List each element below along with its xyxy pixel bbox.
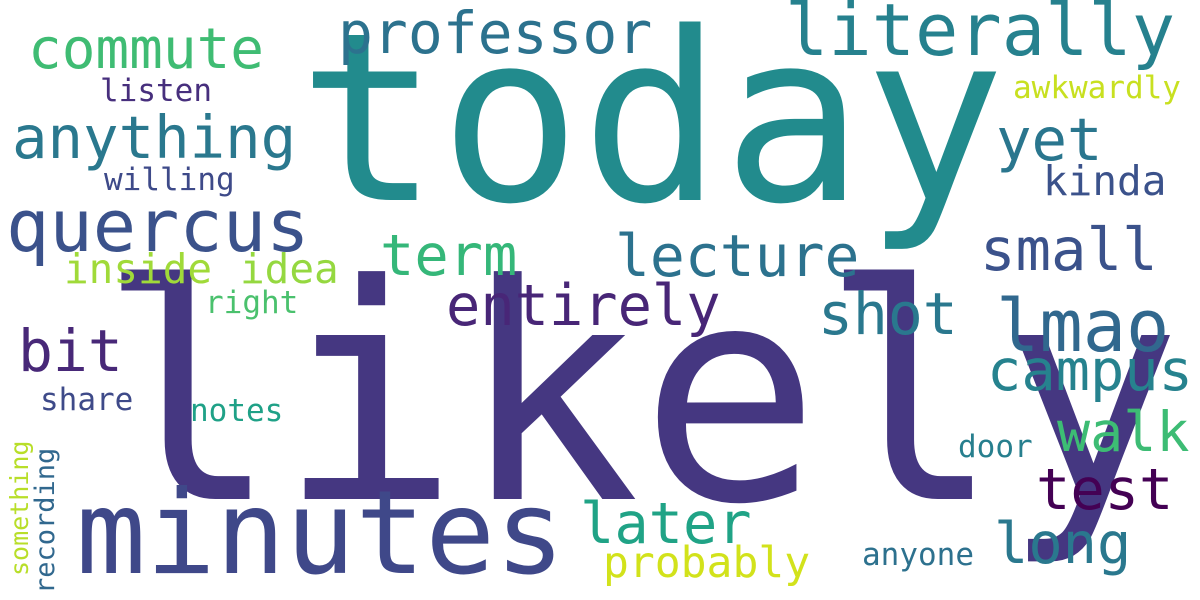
word-professor: professor xyxy=(338,0,653,67)
word-walk: walk xyxy=(1057,400,1190,464)
word-campus: campus xyxy=(987,338,1193,404)
word-bit: bit xyxy=(18,317,123,385)
word-lecture: lecture xyxy=(615,222,860,290)
word-commute: commute xyxy=(28,17,265,82)
word-kinda: kinda xyxy=(1043,157,1167,205)
word-something: something xyxy=(5,440,34,576)
word-yet: yet xyxy=(996,105,1103,174)
word-idea: idea xyxy=(240,245,339,293)
word-entirely: entirely xyxy=(446,273,721,339)
word-willing: willing xyxy=(104,162,235,198)
word-small: small xyxy=(980,215,1158,284)
word-lmao: lmao xyxy=(996,284,1170,368)
word-inside: inside xyxy=(64,245,213,293)
word-today: today xyxy=(298,0,1006,256)
word-long: long xyxy=(994,511,1132,577)
word-share: share xyxy=(40,382,134,418)
word-door: door xyxy=(958,429,1033,465)
word-listen: listen xyxy=(100,73,212,109)
word-anyone: anyone xyxy=(862,537,974,573)
word-term: term xyxy=(380,223,518,289)
word-minutes: minutes xyxy=(76,466,565,600)
word-later: later xyxy=(580,491,752,557)
word-likely: likely xyxy=(98,221,1182,570)
word-literally: literally xyxy=(785,0,1176,72)
word-anything: anything xyxy=(12,103,297,172)
word-probably: probably xyxy=(603,538,811,588)
word-quercus: quercus xyxy=(6,184,310,268)
word-right: right xyxy=(205,285,299,321)
word-notes: notes xyxy=(190,393,284,429)
word-recording: recording xyxy=(30,447,61,594)
word-test: test xyxy=(1036,457,1174,523)
word-shot: shot xyxy=(818,280,958,348)
word-awkwardly: awkwardly xyxy=(1013,70,1181,106)
